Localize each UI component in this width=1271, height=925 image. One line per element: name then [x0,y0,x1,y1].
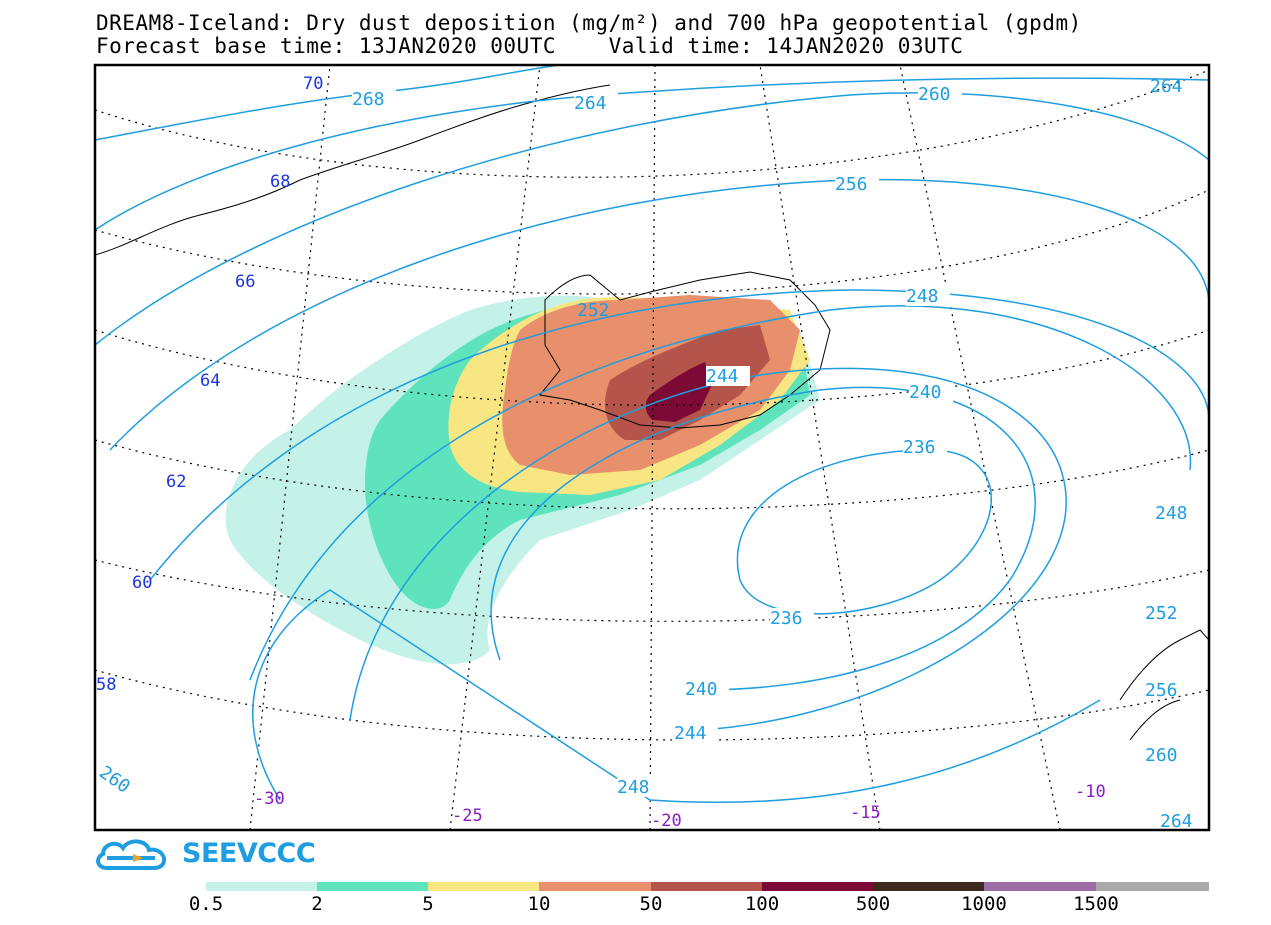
contour-label: 256 [835,174,868,195]
contour-268 [95,65,561,141]
seevccc-logo-text: SEEVCCC [182,838,316,869]
contour-label: 240 [685,679,718,700]
colorbar-bin [317,882,428,891]
greenland-coast [95,84,611,256]
parallel-line [95,69,1209,178]
contour-label: 236 [903,437,936,458]
colorbar-bin [762,882,873,891]
lat-label: 66 [235,272,255,292]
colorbar-bin [984,882,1096,891]
map-frame [93,63,1211,832]
colorbar-bin [206,882,317,891]
cloud-arrow-icon [96,839,166,870]
contour-256 [109,178,1209,451]
parallel-line [95,189,1209,295]
parallel-line [95,559,1209,622]
lon-label: -20 [651,811,682,831]
contour-label: 248 [617,777,650,798]
parallel-line [95,439,1209,510]
parallel-line [95,669,1209,741]
meridian-line [649,65,656,830]
contour-label: 244 [706,366,739,387]
lat-label: 60 [132,573,152,593]
lon-label: -30 [254,789,285,809]
contour-label: 236 [770,608,803,629]
colorbar-bin [428,882,539,891]
iceland-coast [539,271,831,429]
contour-label: 264 [1160,811,1193,832]
contour-label: 252 [577,300,610,321]
contour-248 [249,305,1192,681]
colorbar-bin [1096,882,1209,891]
parallel-line [95,329,1209,406]
lon-label: -15 [850,803,881,823]
colorbar-label: 1500 [1073,893,1119,915]
colorbar-label: 10 [527,893,551,915]
contour-label: 260 [918,84,951,105]
contour-label: 264 [574,93,607,114]
contour-label: 240 [909,382,942,403]
contour-248-outer [252,589,1101,804]
contour-label: 256 [1145,680,1178,701]
title-line-1: DREAM8-Iceland: Dry dust deposition (mg/… [96,11,1082,35]
contour-240 [490,386,1036,691]
contour-label: 260 [1145,745,1178,766]
meridian-line [759,65,881,830]
contour-label: 260 [95,762,134,798]
contour-label: 252 [1145,603,1178,624]
lat-label: 70 [303,74,323,94]
colorbar-label: 50 [639,893,663,915]
colorbar-bin [873,882,984,891]
dust-area-100 [645,362,712,422]
meridian-line [449,65,541,830]
contour-label: 244 [674,723,707,744]
norway-coast [1119,629,1209,741]
title-line-2: Forecast base time: 13JAN2020 00UTC Vali… [96,34,964,58]
colorbar-label: 500 [855,893,891,915]
colorbar-label: 100 [744,893,780,915]
lon-label: -10 [1075,782,1106,802]
contour-244 [349,367,1067,731]
meridian-line [899,65,1061,830]
contour-label: 248 [1155,503,1188,524]
lat-label: 64 [200,371,220,391]
contour-252 [149,289,1209,581]
lat-label: 58 [96,675,116,695]
contour-260 [95,92,1209,346]
contour-236 [736,449,992,615]
lon-label: -25 [452,806,483,826]
colorbar-bin [539,882,651,891]
colorbar-label: 0.5 [188,893,224,915]
lat-label: 68 [270,172,290,192]
contour-label: 264 [1150,76,1183,97]
contour-label: 248 [906,286,939,307]
colorbar-bin [651,882,762,891]
lat-label: 62 [166,472,186,492]
colorbar-label: 1000 [961,893,1007,915]
colorbar-label: 5 [422,893,434,915]
colorbar-label: 2 [311,893,323,915]
contour-label: 268 [352,89,385,110]
